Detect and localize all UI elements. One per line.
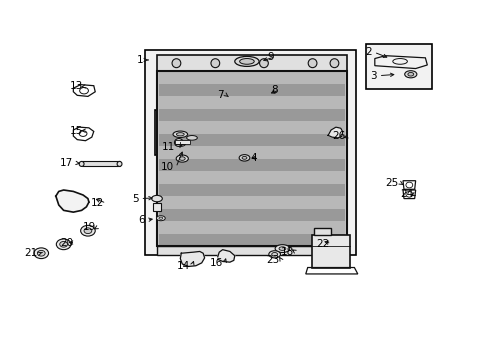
Polygon shape (56, 190, 89, 212)
Polygon shape (217, 249, 234, 262)
Polygon shape (180, 251, 204, 266)
Ellipse shape (159, 217, 163, 219)
Text: 25: 25 (384, 178, 397, 188)
Ellipse shape (242, 157, 246, 159)
Bar (159, 121, 344, 134)
Ellipse shape (275, 245, 289, 252)
Ellipse shape (176, 155, 188, 162)
Ellipse shape (239, 59, 254, 64)
Bar (159, 196, 344, 208)
Text: 15: 15 (70, 126, 83, 136)
Bar (159, 146, 344, 158)
Text: 3: 3 (369, 71, 376, 81)
Text: 22: 22 (316, 239, 329, 249)
Bar (159, 171, 344, 184)
Text: 7: 7 (217, 90, 224, 100)
Ellipse shape (186, 135, 197, 140)
Text: 11: 11 (162, 142, 175, 152)
Text: 18: 18 (280, 247, 293, 257)
Text: 26: 26 (332, 131, 345, 141)
Bar (157, 55, 346, 71)
Ellipse shape (60, 242, 67, 247)
Polygon shape (327, 127, 342, 138)
Bar (311, 235, 350, 267)
Ellipse shape (307, 59, 316, 68)
Bar (144, 50, 356, 255)
Ellipse shape (172, 59, 181, 68)
Text: 13: 13 (70, 81, 83, 91)
Text: 20: 20 (60, 238, 73, 248)
Ellipse shape (259, 59, 268, 68)
Bar (159, 109, 344, 121)
Bar (81, 161, 119, 166)
Text: 21: 21 (24, 248, 38, 258)
Bar (159, 84, 344, 96)
Ellipse shape (329, 59, 338, 68)
Bar (159, 96, 344, 109)
Ellipse shape (56, 239, 71, 249)
Ellipse shape (407, 72, 413, 76)
Text: 10: 10 (161, 162, 174, 172)
Bar (159, 184, 344, 196)
Bar (154, 111, 215, 155)
Bar (313, 228, 330, 235)
Text: 12: 12 (91, 198, 104, 208)
Text: 5: 5 (132, 194, 138, 203)
Ellipse shape (279, 247, 285, 250)
Text: 1: 1 (137, 55, 143, 65)
Bar (159, 221, 344, 234)
Text: 2: 2 (365, 47, 371, 57)
Text: 23: 23 (265, 255, 279, 265)
Bar (152, 203, 161, 211)
Bar (157, 246, 346, 255)
Ellipse shape (175, 142, 185, 147)
Text: 16: 16 (209, 258, 222, 268)
Text: 24: 24 (400, 189, 413, 199)
Ellipse shape (174, 139, 183, 147)
Ellipse shape (34, 248, 48, 258)
Ellipse shape (404, 71, 416, 78)
Text: 8: 8 (270, 85, 277, 95)
Ellipse shape (210, 59, 219, 68)
Text: 19: 19 (82, 222, 96, 232)
Bar (159, 208, 344, 221)
Bar (157, 71, 346, 246)
Text: 6: 6 (138, 215, 144, 225)
Text: 17: 17 (60, 158, 73, 168)
Ellipse shape (81, 225, 95, 236)
Bar (159, 158, 344, 171)
Ellipse shape (156, 216, 165, 221)
Ellipse shape (84, 228, 92, 234)
Bar (159, 134, 344, 146)
Ellipse shape (79, 161, 84, 166)
Ellipse shape (117, 161, 122, 166)
Text: 9: 9 (266, 52, 273, 62)
Bar (366, 44, 431, 89)
Text: 4: 4 (249, 153, 256, 163)
Bar (175, 140, 190, 144)
Ellipse shape (176, 133, 184, 136)
Ellipse shape (173, 131, 187, 138)
Ellipse shape (37, 250, 45, 256)
Bar (159, 234, 344, 246)
Ellipse shape (151, 195, 162, 202)
Ellipse shape (239, 155, 249, 161)
Ellipse shape (234, 57, 259, 66)
Ellipse shape (271, 252, 277, 256)
Ellipse shape (179, 157, 185, 160)
Bar (157, 71, 346, 246)
Ellipse shape (268, 251, 280, 258)
Text: 14: 14 (177, 261, 190, 271)
Bar (159, 71, 344, 84)
